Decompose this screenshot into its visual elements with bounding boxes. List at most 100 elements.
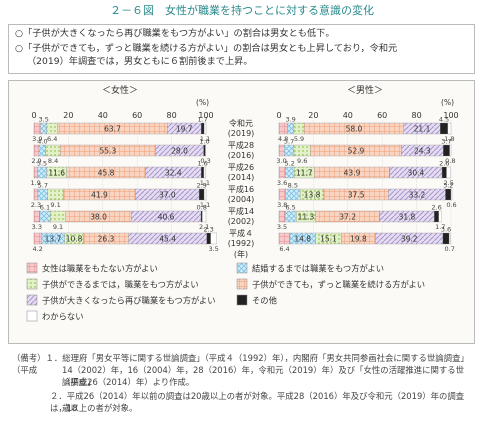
note-line-1: （備考）１．総理府「男女平等に関する世論調査」（平成４（1992）年），内閣府「… [12, 353, 469, 375]
data-label-none: 3.5 [277, 223, 287, 231]
legend-swatch-untilChild [26, 278, 38, 290]
figure-title-bar: ２－６図 女性が職業を持つことに対する意識の変化 [0, 0, 481, 18]
bar-segment-other [434, 210, 439, 223]
note-line-3: （平成26（2014）年）より作成。 [62, 377, 195, 387]
data-label-untilChild: 11.3 [298, 213, 315, 222]
data-label-other: 2.6 [439, 160, 449, 168]
category-year-label: (2002) [228, 217, 255, 226]
data-label-dk: 2.1 [199, 223, 209, 231]
data-label-untilMarriage: 8.5 [288, 182, 298, 190]
legend-label-untilChild: 子供ができるまでは，職業をもつ方がよい [42, 280, 199, 290]
data-label-untilChild: 13.8 [304, 191, 321, 200]
bar-segment-other [201, 122, 205, 135]
bar-segment-none [278, 144, 285, 157]
bar-segment-other [206, 232, 211, 245]
data-label-untilMarriage: 5.2 [284, 160, 294, 168]
data-label-untilMarriage: 5.7 [38, 182, 48, 190]
legend-swatch-dk [26, 310, 38, 322]
bar-segment-dk [203, 188, 207, 201]
bar-segment-untilMarriage [37, 166, 47, 179]
summary-line-1: ○「子供が大きくなったら再び職業をもつ方がよい」の割合は男女とも低下。 [15, 28, 335, 39]
x-tick-label-1-1: 20 [308, 111, 318, 120]
data-label-untilMarriage: 5.7 [284, 138, 294, 146]
data-label-none: 3.3 [32, 223, 42, 231]
bar-segment-untilMarriage [284, 210, 297, 223]
x-tick-label-0-4: 80 [167, 111, 177, 120]
data-label-untilMarriage: 13.7 [45, 235, 62, 244]
category-era-label: 平成26 [228, 162, 254, 172]
legend-label-other: その他 [252, 296, 277, 306]
bar-segment-none [278, 122, 288, 135]
bar-segment-dk [202, 210, 207, 223]
data-label-continue: 19.8 [350, 235, 367, 244]
data-label-untilMarriage: 6.5 [285, 204, 295, 212]
bar-segment-dk [203, 122, 207, 135]
data-label-other: 2.6 [431, 204, 441, 212]
x-tick-label-0-3: 60 [132, 111, 142, 120]
category-year-label: (2019) [228, 129, 255, 138]
data-label-continue: 52.9 [348, 147, 365, 156]
bar-segment-untilChild [46, 122, 58, 135]
bar-segment-none [278, 210, 286, 223]
panel-title-1: ＜男性＞ [347, 84, 383, 96]
data-label-none: 1.9 [30, 179, 40, 187]
data-label-returnAfter: 32.4 [165, 169, 182, 178]
legend-label-untilMarriage: 結婚するまでは職業をもつ方がよい [252, 264, 384, 274]
data-label-other: 1.7 [197, 116, 207, 124]
bar-segment-other [442, 232, 450, 245]
data-label-none: 3.9 [32, 135, 42, 143]
category-era-label: 令和元 [229, 118, 253, 128]
bar-segment-untilMarriage [38, 144, 47, 157]
bar-segment-dk [203, 166, 206, 179]
data-label-untilChild: 10.8 [66, 235, 83, 244]
percent-unit-1: (%) [441, 98, 454, 107]
data-label-untilMarriage: 6.1 [40, 204, 50, 212]
data-label-continue: 45.8 [98, 169, 115, 178]
data-label-dk: 1.1 [200, 179, 210, 187]
x-tick-label-1-0: 0 [276, 111, 281, 120]
data-label-untilChild: 9.1 [53, 223, 63, 231]
category-era-label: 平成28 [228, 140, 254, 150]
x-tick-label-0-0: 0 [31, 111, 36, 120]
bar-segment-untilMarriage [287, 122, 295, 135]
data-label-none: 3.8 [277, 201, 287, 209]
bar-segment-none [278, 188, 286, 201]
bar-segment-dk [450, 188, 453, 201]
summary-line-3: （2019）年調査では，男女ともに６割前後まで上昇。 [27, 56, 253, 67]
data-label-untilMarriage: 14.8 [294, 235, 311, 244]
category-year-label: (2014) [228, 173, 255, 182]
data-label-dk: 0.8 [445, 157, 455, 165]
x-tick-label-0-5: 100 [198, 111, 213, 120]
data-label-untilChild: 11.7 [296, 169, 313, 178]
data-label-untilMarriage: 3.5 [39, 116, 49, 124]
legend-swatch-untilMarriage [236, 262, 248, 274]
data-label-other: 3.7 [441, 138, 451, 146]
data-label-none: 4.8 [278, 135, 288, 143]
bar-segment-none [33, 232, 42, 245]
data-label-returnAfter: 24.3 [414, 147, 431, 156]
data-label-dk: 2.5 [444, 179, 454, 187]
category-era-label: 平成14 [228, 206, 254, 216]
data-label-none: 3.6 [277, 179, 287, 187]
bar-segment-untilMarriage [284, 144, 295, 157]
data-label-continue: 55.3 [100, 147, 117, 156]
bar-segment-none [33, 166, 38, 179]
data-label-other: 1.0 [199, 138, 209, 146]
data-label-other: 2.3 [203, 226, 213, 234]
data-label-untilChild: 9.6 [297, 157, 307, 165]
data-label-continue: 58.0 [346, 125, 363, 134]
bar-segment-none [278, 166, 286, 179]
year-axis-suffix: (年) [234, 249, 248, 259]
bar-segment-other [441, 166, 447, 179]
legend-swatch-continue [236, 278, 248, 290]
data-label-returnAfter: 19.7 [176, 125, 193, 134]
bar-segment-none [33, 144, 40, 157]
legend-swatch-other [236, 294, 248, 306]
data-label-dk: 0.7 [445, 245, 455, 253]
bar-segment-untilChild [293, 144, 311, 157]
data-label-continue: 37.2 [339, 213, 356, 222]
bar-segment-dk [438, 210, 442, 223]
data-label-returnAfter: 21.1 [414, 125, 431, 134]
data-label-none: 3.0 [276, 157, 286, 165]
bar-segment-other [203, 144, 206, 157]
